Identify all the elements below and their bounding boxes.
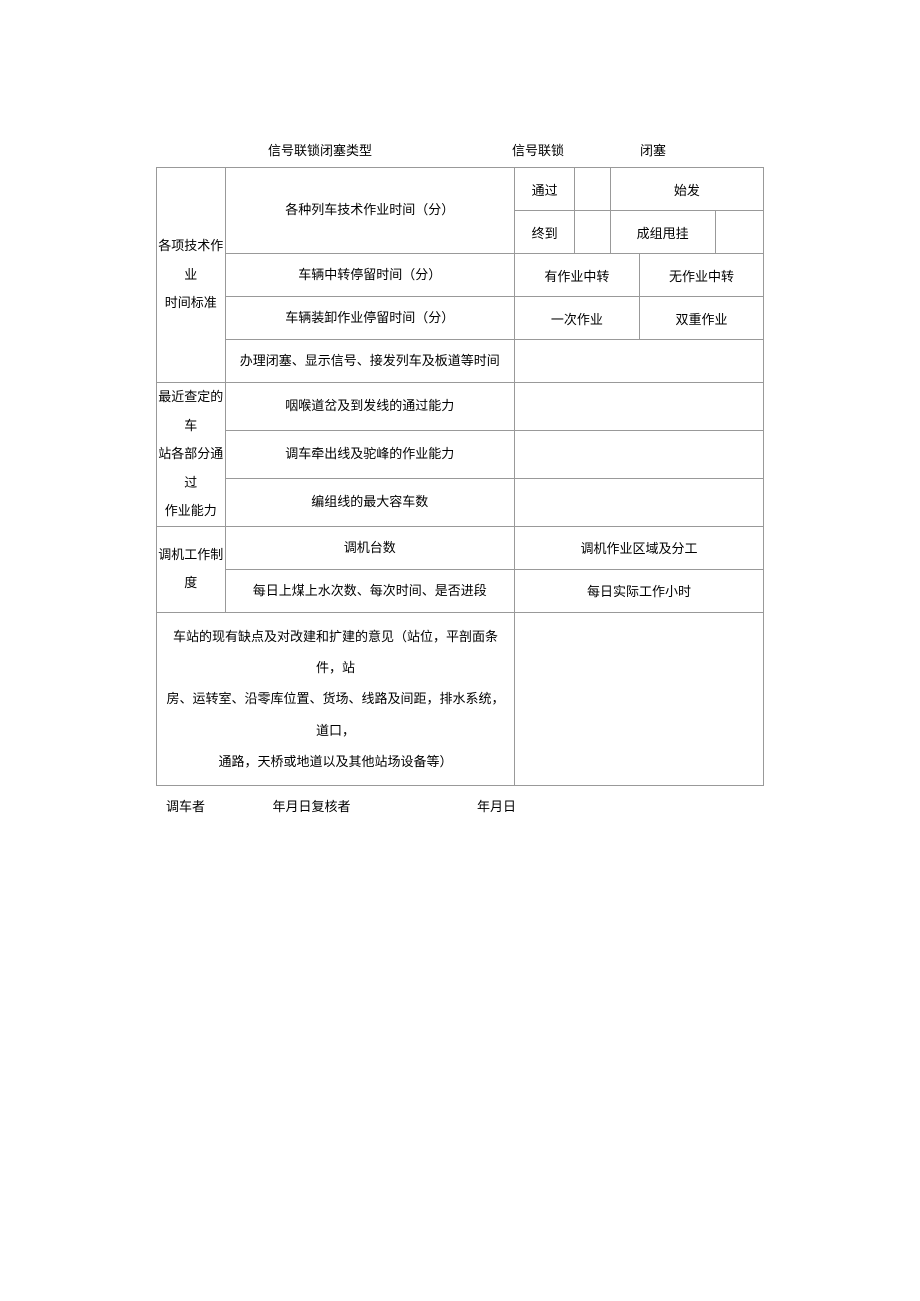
no-work-label: 无作业中转 — [639, 254, 763, 297]
end-label: 终到 — [514, 211, 574, 254]
loading-time-label: 车辆装卸作业停留时间（分） — [225, 297, 514, 340]
investigator-label: 调车者 — [166, 796, 226, 815]
max-capacity-value — [514, 478, 763, 526]
main-table: 各项技术作业 时间标准 各种列车技术作业时间（分） 通过 始发 终到 成组甩挂 … — [156, 167, 764, 786]
end-value — [575, 211, 610, 254]
shunting-label: 调机工作制度 — [157, 526, 226, 612]
block-signal-label: 办理闭塞、显示信号、接发列车及板道等时间 — [225, 340, 514, 383]
one-work-label: 一次作业 — [514, 297, 639, 340]
pass-value — [575, 168, 610, 211]
group-label: 成组甩挂 — [610, 211, 715, 254]
with-work-label: 有作业中转 — [514, 254, 639, 297]
shunt-line-value — [514, 430, 763, 478]
block-signal-value — [514, 340, 763, 383]
date1-label: 年月日 — [273, 796, 312, 815]
max-capacity-label: 编组线的最大容车数 — [225, 478, 514, 526]
two-work-label: 双重作业 — [639, 297, 763, 340]
signal-label: 信号联锁 — [512, 140, 602, 159]
defects-label: 车站的现有缺点及对改建和扩建的意见（站位，平剖面条件，站 房、运转室、沿零库位置… — [157, 612, 515, 785]
group-value — [715, 211, 763, 254]
footer-row: 调车者 年月日复核者 年月日 — [156, 796, 764, 815]
header-row: 信号联锁闭塞类型 信号联锁 闭塞 — [156, 140, 764, 159]
start-label: 始发 — [610, 168, 763, 211]
reviewer-label: 复核者 — [312, 796, 351, 815]
daily-hours-label: 每日实际工作小时 — [514, 569, 763, 612]
date2-label: 年月日 — [477, 796, 516, 815]
coal-water-label: 每日上煤上水次数、每次时间、是否进段 — [225, 569, 514, 612]
machine-area-label: 调机作业区域及分工 — [514, 526, 763, 569]
pass-label: 通过 — [514, 168, 574, 211]
tech-standard-label: 各项技术作业 时间标准 — [157, 168, 226, 383]
train-time-label: 各种列车技术作业时间（分） — [225, 168, 514, 254]
capacity-label: 最近查定的车 站各部分通过 作业能力 — [157, 383, 226, 527]
defects-value — [514, 612, 763, 785]
transfer-time-label: 车辆中转停留时间（分） — [225, 254, 514, 297]
machine-count-label: 调机台数 — [225, 526, 514, 569]
block-label: 闭塞 — [640, 140, 666, 159]
type-label: 信号联锁闭塞类型 — [268, 140, 468, 159]
throat-value — [514, 383, 763, 431]
shunt-line-label: 调车牵出线及驼峰的作业能力 — [225, 430, 514, 478]
throat-label: 咽喉道岔及到发线的通过能力 — [225, 383, 514, 431]
